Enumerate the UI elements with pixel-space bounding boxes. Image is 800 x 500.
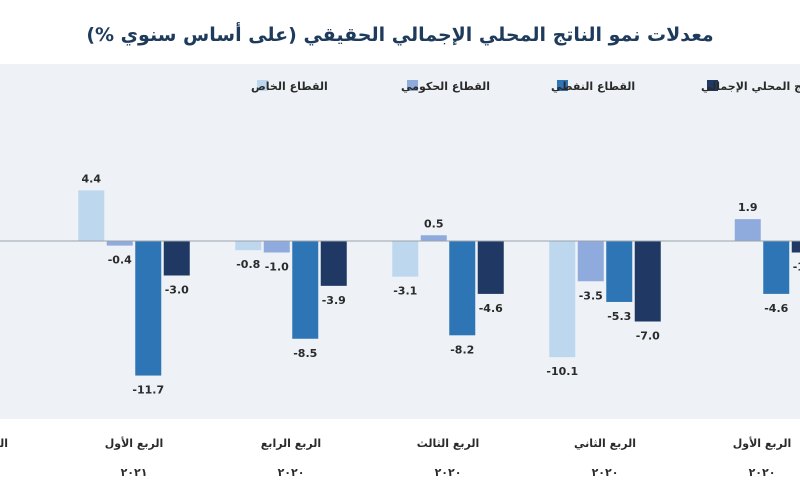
bar-1-2	[634, 241, 661, 322]
data-label: -1.0	[793, 261, 800, 274]
bar-4-2	[549, 241, 576, 358]
data-label: 0.5	[424, 217, 444, 230]
legend-swatch	[557, 80, 568, 91]
bar-3-4	[263, 241, 290, 253]
legend-swatch	[257, 80, 268, 91]
category-label: الربع الثالث	[417, 437, 480, 450]
bar-2-2	[606, 241, 633, 302]
data-label: -10.1	[546, 365, 578, 378]
year-label: ٢٠٢٠	[278, 466, 305, 479]
bar-3-5	[106, 241, 133, 246]
data-label: -7.0	[636, 330, 660, 343]
data-label: -11.7	[132, 384, 164, 397]
bar-1-1	[791, 241, 800, 253]
category-label: الربع الثاني	[0, 437, 8, 450]
bar-2-1	[763, 241, 790, 294]
year-label: ٢٠٢٠	[592, 466, 619, 479]
legend-label: القطاع الخاص	[251, 80, 328, 93]
category-label: الربع الأول	[105, 436, 164, 450]
bar-3-2	[577, 241, 604, 282]
bar-3-1	[734, 219, 761, 241]
year-label: ٢٠٢٠	[435, 466, 462, 479]
data-label: -1.0	[265, 261, 289, 274]
data-label: -8.2	[450, 343, 474, 356]
bar-1-4	[320, 241, 347, 286]
category-label: الربع الثاني	[574, 437, 636, 450]
year-label: ٢٠٢٠	[749, 466, 776, 479]
bar-2-4	[292, 241, 319, 339]
data-label: 4.4	[82, 172, 102, 185]
bar-2-3	[449, 241, 476, 336]
legend-label: القطاع النفطي	[551, 80, 635, 93]
legend-swatch	[407, 80, 418, 91]
data-label: -3.0	[165, 284, 189, 297]
legend-swatch	[707, 80, 718, 91]
bar-1-5	[163, 241, 190, 276]
data-label: 1.9	[738, 201, 758, 214]
data-label: -0.4	[108, 254, 132, 267]
year-label: ٢٠٢١	[121, 466, 148, 479]
category-label: الربع الأول	[733, 436, 792, 450]
data-label: -0.8	[236, 258, 260, 271]
data-label: -3.5	[579, 289, 603, 302]
data-label: -8.5	[293, 347, 317, 360]
legend-label: القطاع الحكومي	[401, 80, 490, 93]
bar-4-4	[235, 241, 262, 251]
data-label: -4.6	[764, 302, 788, 315]
bar-4-3	[392, 241, 419, 277]
bar-3-3	[420, 235, 447, 241]
legend-label: الناتج المحلي الإجمالي	[701, 80, 800, 93]
chart-title: معدلات نمو الناتج المحلي الإجمالي الحقيق…	[86, 24, 714, 46]
data-label: -4.6	[479, 302, 503, 315]
bar-4-5	[78, 190, 105, 241]
data-label: -3.9	[322, 294, 346, 307]
bar-1-3	[477, 241, 504, 294]
bar-2-5	[135, 241, 162, 376]
data-label: -5.3	[607, 310, 631, 323]
data-label: -3.1	[393, 285, 417, 298]
legend: الناتج المحلي الإجمالي القطاع النفطي القطا…	[251, 80, 800, 93]
category-label: الربع الرابع	[261, 437, 321, 450]
